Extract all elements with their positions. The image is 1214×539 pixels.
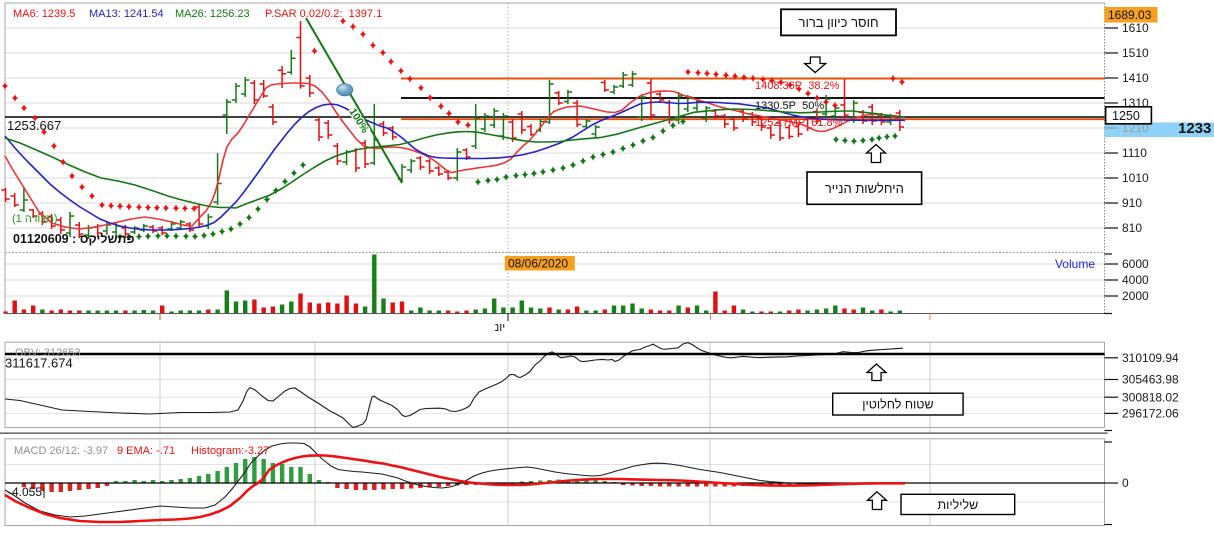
svg-text:שליליות: שליליות [937,498,978,512]
svg-text:9 EMA: -.71: 9 EMA: -.71 [117,445,175,457]
svg-text:2000: 2000 [1122,289,1149,303]
svg-text:MA13: 1241.54: MA13: 1241.54 [89,8,164,20]
svg-text:1010: 1010 [1122,171,1149,185]
svg-text:4000: 4000 [1122,273,1149,287]
svg-text:P.SAR 0.02/0.2: 1397.1: P.SAR 0.02/0.2: 1397.1 [265,8,382,20]
svg-text:MA6: 1239.5: MA6: 1239.5 [13,8,75,20]
svg-text:-4.055: -4.055 [8,485,42,499]
svg-text:1408.36P 38.2%: 1408.36P 38.2% [755,80,840,92]
svg-text:1330.5P 50%: 1330.5P 50% [755,100,824,112]
svg-text:08/06/2020: 08/06/2020 [508,257,568,271]
svg-text:יונ: יונ [495,322,505,334]
svg-text:1233: 1233 [1178,120,1211,137]
svg-text:810: 810 [1122,221,1142,235]
svg-text:(1 תצורה): (1 תצורה) [12,213,58,225]
svg-text:שטוח לחלוטין: שטוח לחלוטין [862,398,933,412]
svg-text:910: 910 [1122,196,1142,210]
svg-text:0: 0 [1122,476,1129,490]
svg-text:1610: 1610 [1122,21,1149,35]
svg-text:MA26: 1256.23: MA26: 1256.23 [175,8,250,20]
svg-text:1252.7MP 61.8%: 1252.7MP 61.8% [755,117,843,129]
svg-text:310109.94: 310109.94 [1122,351,1179,365]
svg-text:Histogram:-3.27: Histogram:-3.27 [191,445,269,457]
svg-text:1110: 1110 [1122,146,1147,160]
svg-text:305463.98: 305463.98 [1122,373,1179,387]
svg-text:300818.02: 300818.02 [1122,390,1179,404]
svg-text:296172.06: 296172.06 [1122,407,1179,421]
svg-text:01120609 : פתשליקס: 01120609 : פתשליקס [13,232,135,246]
svg-text:1689.03: 1689.03 [1108,8,1152,22]
svg-text:MACD 26/12: -3.97: MACD 26/12: -3.97 [14,445,108,457]
svg-text:חוסר כיוון ברור: חוסר כיוון ברור [799,15,879,30]
svg-text:6000: 6000 [1122,257,1149,271]
svg-text:Volume: Volume [1055,257,1095,271]
svg-text:היחלשות הנייר: היחלשות הנייר [825,181,904,196]
svg-text:1250: 1250 [1112,109,1140,123]
svg-text:311617.674: 311617.674 [5,356,73,371]
svg-text:1510: 1510 [1122,46,1149,60]
svg-text:1253.667: 1253.667 [7,118,61,133]
svg-text:1410: 1410 [1122,71,1149,85]
